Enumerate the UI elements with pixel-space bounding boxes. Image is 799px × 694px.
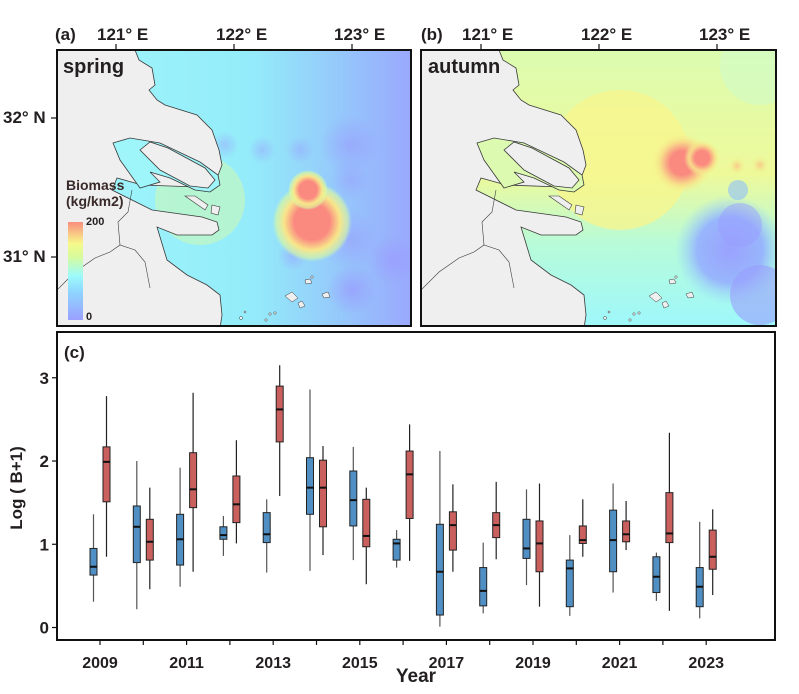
spring-box-2017 (435, 451, 444, 627)
autumn-box-2018 (492, 481, 501, 560)
autumn-box-2016 (405, 424, 414, 561)
box-iqr (665, 492, 674, 544)
x-tick-label: 2019 (515, 655, 551, 672)
box-iqr (89, 547, 98, 576)
panel-label-a: (a) (55, 25, 76, 44)
y-tick-label: 1 (40, 535, 49, 554)
spring-box-2009 (89, 514, 98, 602)
box-iqr (219, 526, 228, 540)
spring-box-2013 (262, 499, 271, 573)
box-iqr (479, 567, 488, 607)
box-iqr (145, 518, 154, 561)
autumn-box-2011 (189, 392, 198, 572)
autumn-box-2015 (362, 487, 371, 585)
box-iqr (189, 452, 198, 509)
colorbar (68, 222, 83, 320)
box-iqr (102, 446, 111, 503)
spring-box-2012 (219, 515, 228, 556)
map-panels (51, 44, 777, 327)
box-iqr (262, 512, 271, 544)
y-tick-label: 2 (40, 452, 49, 471)
map-autumn (421, 50, 776, 326)
box-iqr (405, 450, 414, 519)
box-iqr (306, 457, 314, 515)
box-iqr (622, 520, 631, 543)
spring-box-2021 (609, 483, 618, 593)
x-tick-label: 2021 (602, 655, 638, 672)
plot-frame (56, 331, 776, 641)
spring-box-2020 (565, 535, 574, 616)
spring-hotspot-2 (288, 170, 328, 210)
lat-tick-32: 32° N (3, 108, 46, 127)
box-iqr (565, 559, 574, 608)
box-iqr (232, 475, 241, 524)
autumn-box-2010 (145, 487, 154, 590)
autumn-box-2013 (275, 365, 284, 496)
x-tick-label: 2015 (342, 655, 378, 672)
autumn-box-2022 (665, 432, 674, 611)
spring-box-2018 (479, 542, 488, 614)
box-iqr (708, 529, 717, 570)
map-spring (57, 50, 411, 326)
box-iqr (349, 470, 358, 527)
spring-box-2014 (306, 389, 314, 571)
box-iqr (578, 525, 587, 544)
y-tick-label: 3 (40, 369, 49, 388)
season-label-spring: spring (63, 56, 125, 78)
x-tick-label: 2011 (169, 655, 204, 672)
spring-box-2015 (349, 446, 358, 561)
colorbar-min: 0 (86, 311, 93, 323)
colorbar-max: 200 (86, 216, 105, 228)
zhoushan-islands (239, 275, 331, 322)
x-axis: 2009 2011 2013 2015 2017 2019 2021 2023 (82, 640, 724, 672)
box-iqr (448, 511, 457, 551)
spring-box-2011 (176, 467, 185, 587)
lat-tick-31: 31° N (3, 247, 46, 266)
spring-box-2016 (392, 530, 401, 568)
autumn-box-2017 (448, 484, 457, 572)
autumn-box-2009 (102, 396, 111, 557)
season-label-autumn: autumn (428, 56, 501, 78)
lon-tick-123-a: 123° E (334, 25, 386, 44)
box-iqr (362, 498, 371, 548)
box-iqr (535, 520, 544, 573)
spring-box-2019 (522, 489, 531, 586)
lon-tick-123-b: 123° E (699, 25, 751, 44)
box-iqr (652, 556, 661, 594)
lon-tick-122-a: 122° E (216, 25, 268, 44)
autumn-box-2012 (232, 440, 241, 544)
y-axis: 0 1 2 3 (40, 369, 57, 638)
autumn-box-2020 (578, 499, 587, 557)
x-tick-label: 2017 (429, 655, 465, 672)
colorbar-title-line1: Biomass (66, 177, 125, 193)
colorbar-title-line2: (kg/km2) (66, 193, 124, 209)
x-tick-label: 2009 (82, 655, 118, 672)
x-axis-label: Year (396, 666, 437, 687)
y-axis-label: Log ( B+1) (7, 446, 26, 530)
colorbar-title: Biomass (kg/km2) (66, 177, 124, 209)
lon-tick-122-b: 122° E (581, 25, 633, 44)
box-iqr (319, 459, 327, 528)
autumn-box-2014 (319, 446, 327, 556)
box-iqr (392, 538, 401, 561)
x-tick-label: 2013 (255, 655, 291, 672)
lon-tick-121-b: 121° E (462, 25, 514, 44)
box-series (89, 365, 717, 627)
x-tick-label: 2023 (688, 655, 724, 672)
panel-label-b: (b) (421, 25, 443, 44)
spring-box-2022 (652, 552, 661, 601)
y-tick-label: 0 (40, 619, 49, 638)
box-iqr (275, 385, 284, 443)
autumn-box-2021 (622, 500, 631, 551)
panel-label-c: (c) (64, 343, 85, 362)
lon-tick-121-a: 121° E (97, 25, 149, 44)
autumn-box-2023 (708, 509, 717, 596)
box-iqr (132, 505, 141, 564)
box-iqr (435, 523, 444, 616)
boxplot-chart: (c) 0 1 2 3 2009 2011 2013 2015 2017 2019 2021 202… (7, 331, 776, 687)
spring-box-2010 (132, 461, 141, 610)
spring-box-2023 (695, 521, 704, 619)
box-iqr (522, 518, 531, 559)
autumn-box-2019 (535, 483, 544, 607)
